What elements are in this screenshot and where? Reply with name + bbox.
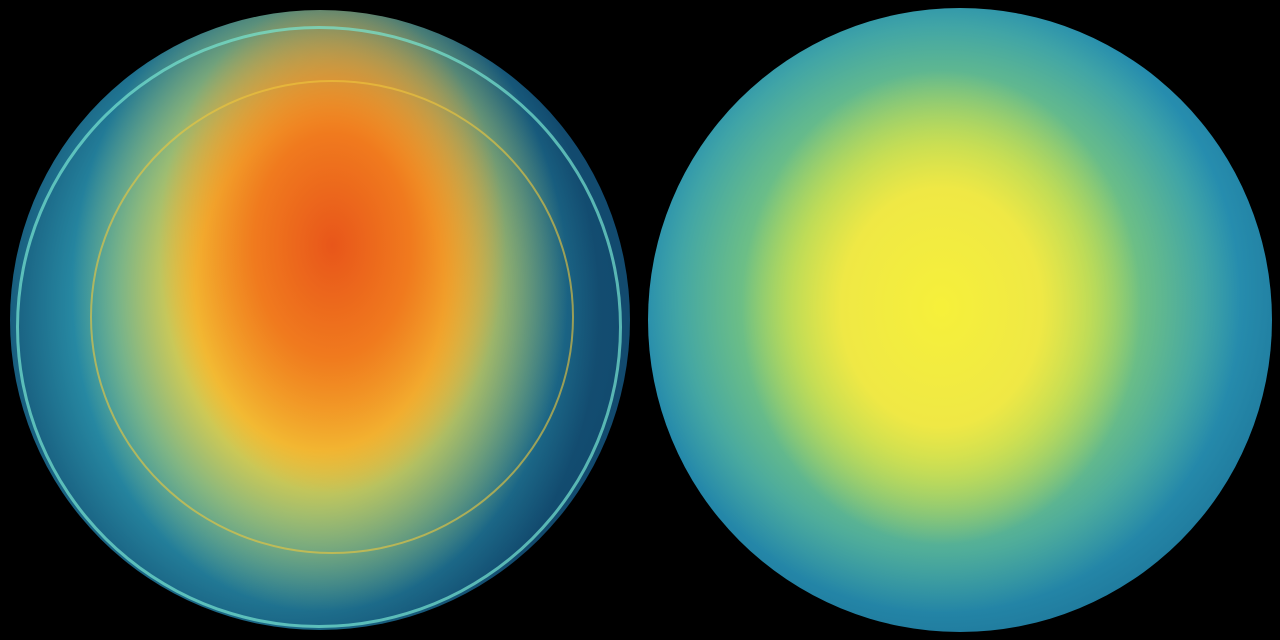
right-globe-shading <box>648 8 1272 632</box>
right-globe-visualization <box>648 8 1272 632</box>
left-globe-shading <box>10 10 630 630</box>
left-globe-visualization <box>10 10 630 630</box>
